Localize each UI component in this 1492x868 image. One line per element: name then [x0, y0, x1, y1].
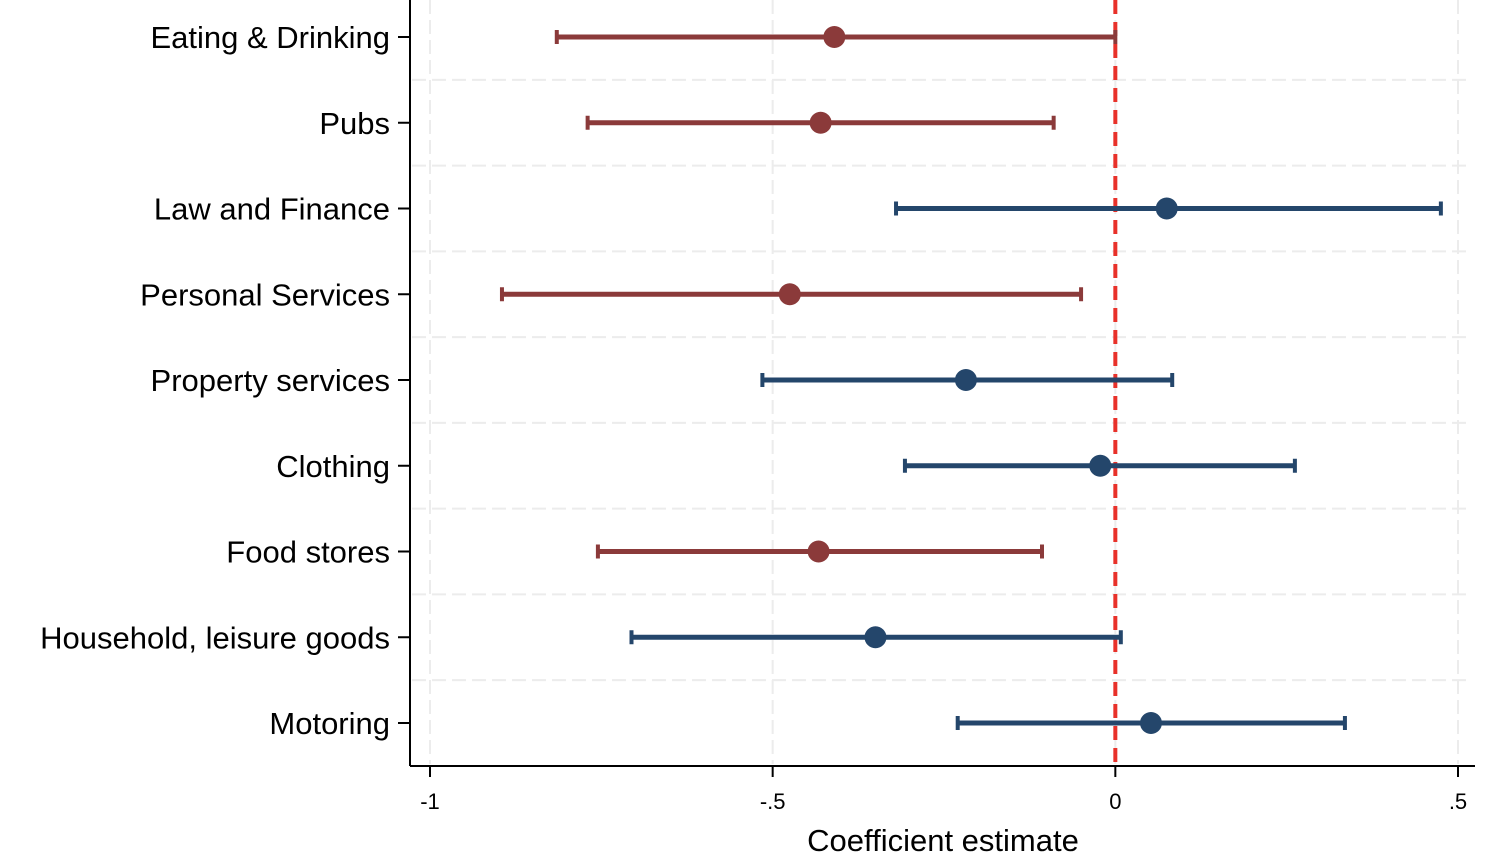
point-estimate — [1155, 197, 1178, 220]
x-tick-label: -1 — [420, 789, 440, 814]
category-label: Eating & Drinking — [150, 20, 390, 55]
labels: -1 -.5 0 .5 Eating & Drinking Pubs Law and Fin… — [40, 20, 1467, 814]
x-tick-label: .5 — [1449, 789, 1467, 814]
point-estimate — [1089, 454, 1112, 477]
category-label: Property services — [151, 363, 390, 398]
point-estimate — [807, 540, 830, 563]
point-estimate — [1139, 712, 1162, 734]
category-label: Pubs — [319, 106, 390, 141]
category-label: Motoring — [269, 706, 390, 741]
category-label: Personal Services — [140, 277, 390, 312]
category-label: Food stores — [226, 535, 390, 570]
point-estimate — [823, 26, 846, 48]
point-estimate — [954, 369, 977, 391]
category-label: Household, leisure goods — [40, 620, 390, 655]
axes — [398, 0, 1475, 777]
estimates — [499, 26, 1443, 734]
point-estimate — [809, 111, 832, 134]
point-estimate — [864, 626, 887, 649]
category-label: Law and Finance — [154, 192, 390, 227]
point-estimate — [778, 283, 801, 306]
x-axis-title: Coefficient estimate — [807, 823, 1079, 858]
x-tick-label: 0 — [1109, 789, 1121, 814]
x-tick-label: -.5 — [760, 789, 786, 814]
category-label: Clothing — [276, 449, 390, 484]
